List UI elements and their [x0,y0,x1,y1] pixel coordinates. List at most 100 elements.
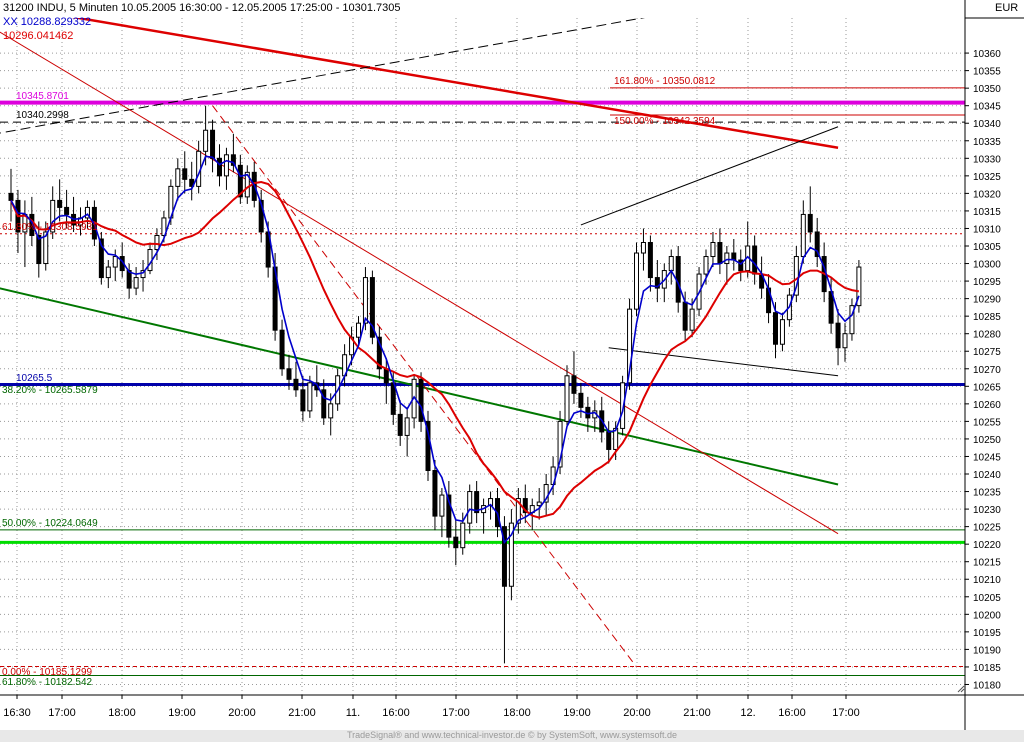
x-tick-label: 17:00 [832,707,860,719]
x-tick-label: 11. [346,707,360,719]
candle-body [182,168,188,180]
candle-body [140,270,146,279]
level-label: 61.80% - 10182.542 [2,676,93,688]
currency-label: EUR [995,2,1019,14]
candle-body [418,378,424,422]
y-tick-label: 10320 [973,189,1001,200]
candle-body [557,420,563,468]
y-tick-label: 10215 [973,558,1001,569]
candle-body [36,234,42,265]
y-tick-label: 10340 [973,119,1001,130]
candle-body [175,168,181,187]
slow-moving-average [10,180,860,519]
candle-body [210,129,216,159]
y-tick-label: 10315 [973,207,1001,218]
trend-line [580,126,839,226]
candle-body [717,241,723,265]
candle-body [773,312,778,345]
candle-body [571,375,577,394]
candle-body [800,213,806,258]
x-tick-label: 18:00 [108,707,136,719]
candle-body [515,498,521,524]
candle-body [842,333,848,349]
slow-ma-label: 10296.041462 [3,30,74,42]
candle-body [543,484,549,503]
level-label: 150.00% - 10342.3594 [614,115,716,127]
x-tick-label: 12. [740,707,755,719]
x-tick-label: 17:00 [48,707,76,719]
candle-body [779,319,785,345]
y-tick-label: 10280 [973,330,1001,341]
candle-body [300,389,306,412]
candle-body [397,413,403,436]
candle-body [647,241,653,279]
candle-body [508,522,514,587]
y-tick-label: 10205 [973,593,1001,604]
x-tick-label: 16:30 [3,707,31,719]
candle-body [564,375,570,422]
x-tick-label: 19:00 [563,707,591,719]
candle-body [217,157,222,177]
resize-grip-icon[interactable] [957,685,965,693]
candle-body [467,491,473,524]
candle-body [362,277,368,324]
candle-body [328,403,334,419]
y-tick-label: 10290 [973,295,1001,306]
fast-moving-average [10,155,860,545]
candle-body [112,256,118,268]
candle-body [50,199,56,233]
candle-body [738,259,744,272]
candle-body [453,536,459,549]
x-tick-label: 20:00 [228,707,256,719]
candle-body [383,368,389,384]
y-tick-label: 10220 [973,540,1001,551]
candle-body [321,389,327,419]
candle-body [522,498,528,514]
candle-body [203,129,209,152]
candle-body [460,522,466,549]
candle-body [752,245,758,275]
level-label: 10345.8701 [16,90,69,102]
x-tick-label: 18:00 [503,707,531,719]
candle-body [668,256,674,272]
candle-body [439,494,445,517]
candle-body [620,382,626,429]
candle-body [634,252,639,310]
y-tick-label: 10360 [973,49,1001,60]
candle-body [835,322,841,349]
x-tick-label: 20:00 [623,707,651,719]
trend-line [212,105,637,668]
candle-body [133,277,139,289]
y-tick-label: 10300 [973,260,1001,271]
y-tick-label: 10355 [973,67,1001,78]
candle-body [314,382,320,391]
y-tick-label: 10305 [973,242,1001,253]
y-tick-label: 10210 [973,575,1001,586]
x-tick-label: 21:00 [288,707,316,719]
x-tick-label: 16:00 [778,707,806,719]
candle-body [627,308,633,384]
candle-body [376,336,382,370]
y-tick-label: 10185 [973,663,1001,674]
candle-body [244,171,250,198]
candle-body [43,231,49,265]
y-tick-label: 10200 [973,610,1001,621]
y-tick-label: 10245 [973,452,1001,463]
y-tick-label: 10230 [973,505,1001,516]
candle-body [849,305,855,335]
candle-body [689,308,695,331]
candle-body [578,392,584,408]
level-label: 10340.2998 [16,110,69,122]
level-label: 38.20% - 10265.5879 [2,385,98,397]
x-tick-label: 17:00 [442,707,470,719]
candle-body [606,431,612,450]
y-tick-label: 10335 [973,137,1001,148]
candle-body [286,368,292,380]
y-tick-label: 10235 [973,488,1001,499]
footer-copyright: TradeSignal® and www.technical-investor.… [346,730,678,740]
candle-body [64,206,70,215]
candle-body [356,322,361,338]
candle-body [230,154,236,166]
fast-ma-label: XX 10288.829332 [3,16,92,28]
